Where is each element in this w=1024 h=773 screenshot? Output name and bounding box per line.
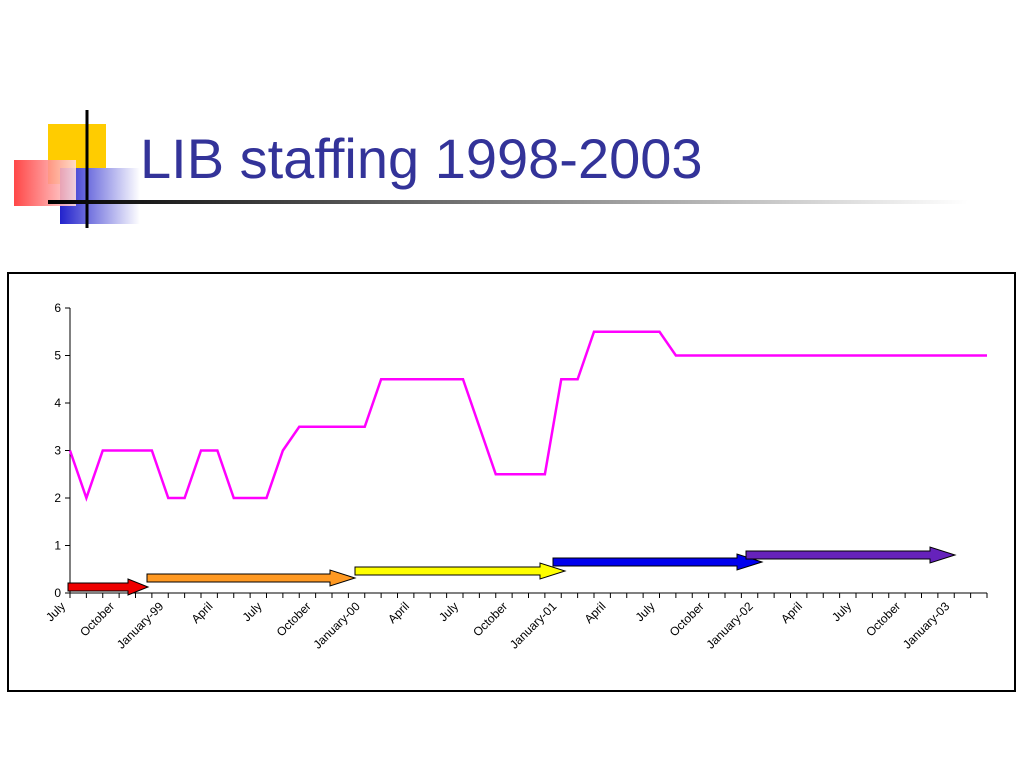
title-decoration — [14, 110, 968, 228]
series-line — [68, 330, 987, 502]
y-tick-label: 6 — [54, 301, 61, 315]
slide-title: LIB staffing 1998-2003 — [140, 127, 703, 190]
y-tick-label: 5 — [54, 349, 61, 363]
chart-frame — [7, 272, 1016, 692]
y-tick-label: 1 — [54, 539, 61, 553]
y-tick-label: 3 — [54, 444, 61, 458]
period-arrows — [67, 546, 957, 596]
y-tick-label: 4 — [54, 396, 61, 410]
y-tick-label: 2 — [54, 491, 61, 505]
y-tick-label: 0 — [54, 586, 61, 600]
